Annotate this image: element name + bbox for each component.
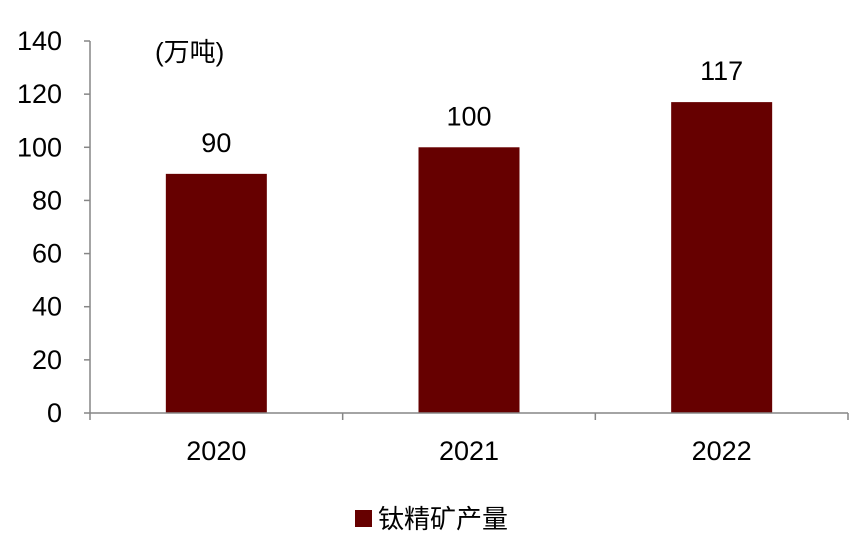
- y-axis-ticks: 0 20 40 60 80 100 120 140: [17, 26, 90, 428]
- legend-label: 钛精矿产量: [378, 504, 508, 534]
- bar-2020: [165, 173, 267, 413]
- y-tick-label: 140: [17, 26, 62, 56]
- data-label-2021: 100: [446, 101, 491, 131]
- y-tick-label: 60: [32, 239, 62, 269]
- y-tick-label: 100: [17, 132, 62, 162]
- data-label-2022: 117: [700, 56, 743, 86]
- bars: [165, 102, 773, 414]
- legend: 钛精矿产量: [355, 504, 508, 534]
- x-tick-label-2022: 2022: [692, 436, 752, 466]
- x-tick-label-2021: 2021: [439, 436, 499, 466]
- data-labels: 90 100 117: [201, 56, 743, 158]
- y-tick-label: 80: [32, 185, 62, 215]
- unit-label: (万吨): [155, 37, 224, 67]
- legend-swatch: [355, 510, 372, 527]
- y-tick-label: 40: [32, 292, 62, 322]
- bar-2022: [671, 102, 773, 413]
- x-axis-ticks: 2020 2021 2022: [89, 413, 849, 466]
- bar-2021: [418, 147, 520, 414]
- y-tick-label: 120: [17, 79, 62, 109]
- y-tick-label: 0: [47, 398, 62, 428]
- y-tick-label: 20: [32, 345, 62, 375]
- data-label-2020: 90: [201, 128, 231, 158]
- x-tick-label-2020: 2020: [186, 436, 246, 466]
